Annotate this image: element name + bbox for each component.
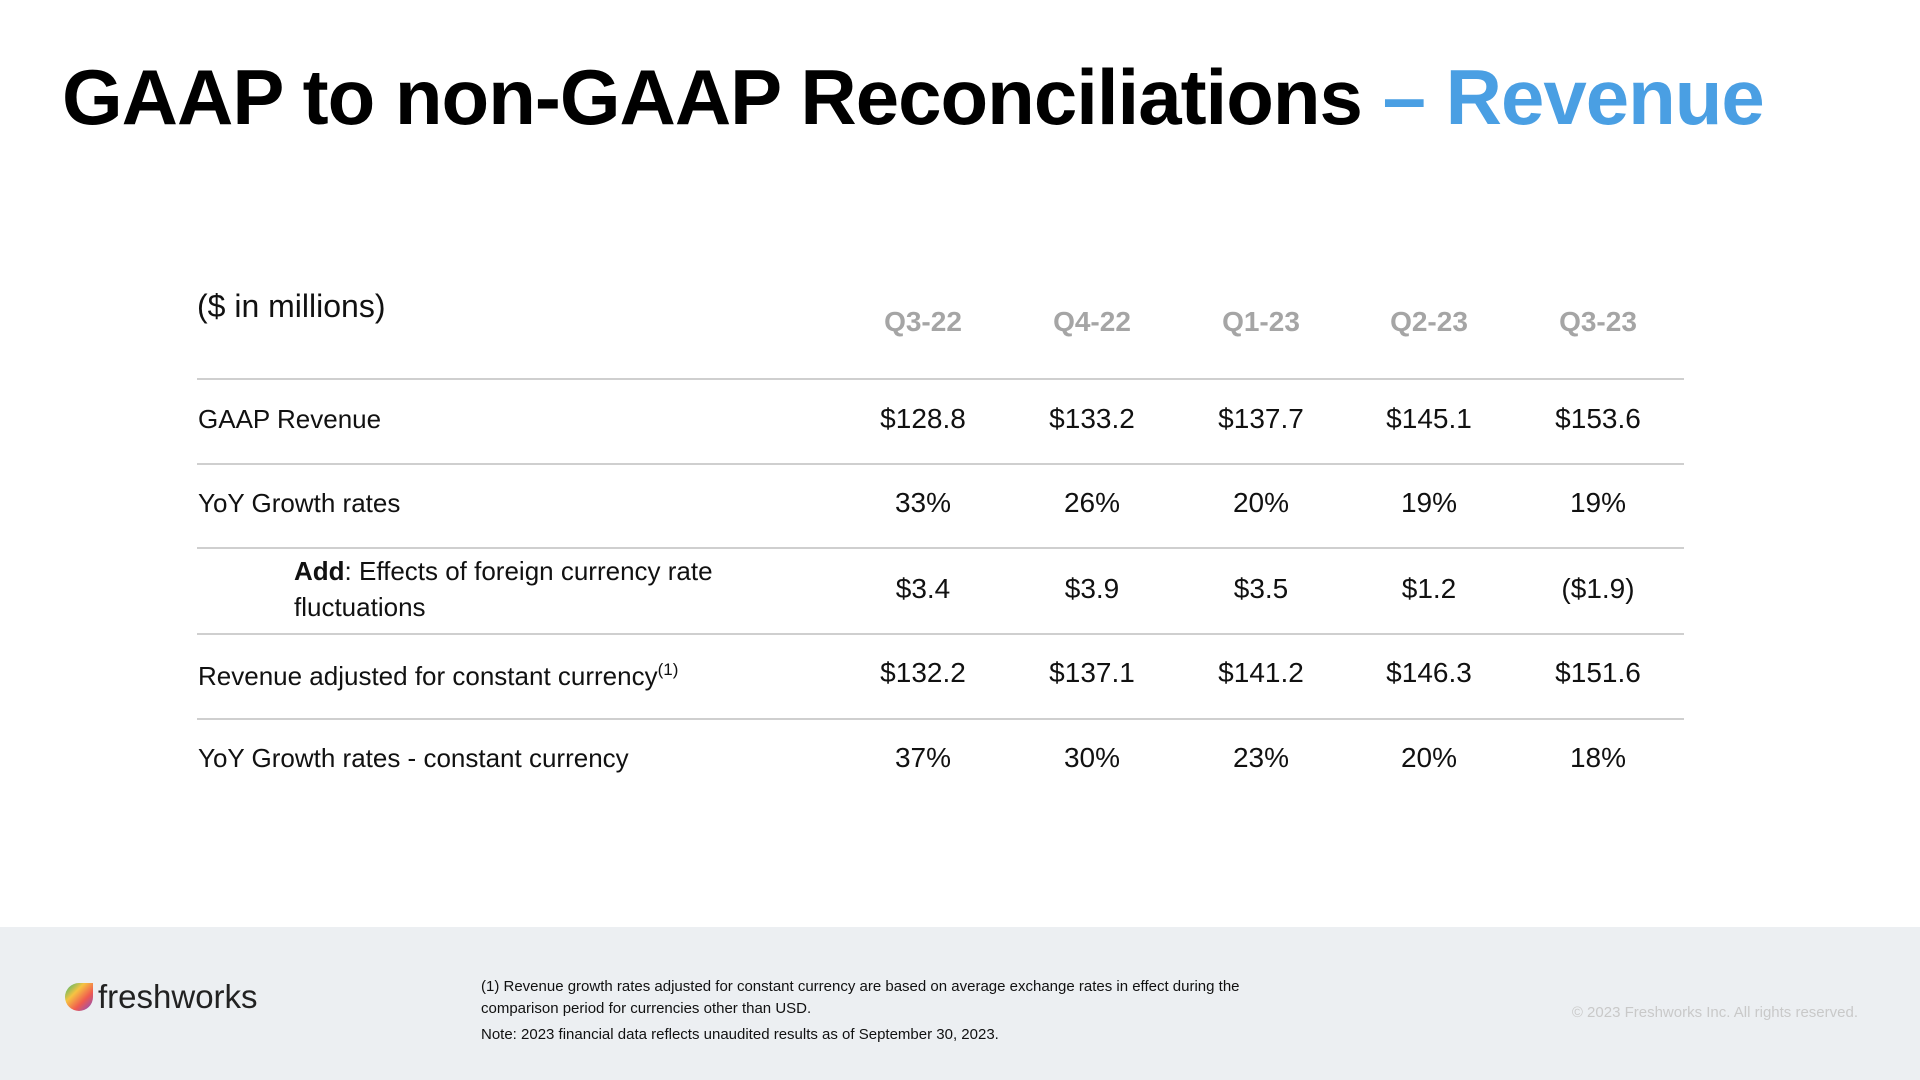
cell: 30% [1063, 742, 1121, 773]
unit-label: ($ in millions) [197, 288, 386, 324]
row-rule [197, 718, 1684, 720]
row-rule [197, 547, 1684, 549]
title: GAAP to non-GAAP Reconciliations – Reven… [62, 52, 1765, 143]
cell: 33% [894, 487, 952, 518]
title-main: GAAP to non-GAAP Reconciliations [62, 53, 1363, 141]
cell: 19% [1400, 487, 1458, 518]
cell: $133.2 [1049, 403, 1135, 434]
cell: 37% [894, 742, 952, 773]
column-header: Q3-23 [1559, 306, 1637, 337]
row-rule [197, 463, 1684, 465]
row-label-text: YoY Growth rates [198, 488, 401, 518]
row-label: YoY Growth rates - constant currency [198, 740, 629, 776]
cell: $3.9 [1064, 573, 1120, 604]
copyright: © 2023 Freshworks Inc. All rights reserv… [1571, 1004, 1858, 1021]
row-label-text: : Effects of foreign currency rate fluct… [294, 556, 713, 622]
cell: $1.2 [1401, 573, 1457, 604]
cell: $151.6 [1555, 657, 1641, 688]
cell: 18% [1569, 742, 1627, 773]
cell: $3.5 [1233, 573, 1289, 604]
footnote: (1) Revenue growth rates adjusted for co… [481, 978, 1240, 1017]
column-header: Q4-22 [1053, 306, 1131, 337]
cell: $141.2 [1218, 657, 1304, 688]
cell: $132.2 [880, 657, 966, 688]
row-label: Add: Effects of foreign currency rate fl… [294, 553, 714, 625]
cell: 26% [1063, 487, 1121, 518]
cell: $128.8 [880, 403, 966, 434]
cell: 20% [1232, 487, 1290, 518]
row-label-superscript: (1) [657, 660, 679, 680]
cell: 20% [1400, 742, 1458, 773]
logo-icon [65, 983, 93, 1011]
row-label-text: Revenue adjusted for constant currency [198, 660, 658, 691]
cell: $137.1 [1049, 657, 1135, 688]
row-label-bold: Add [294, 556, 345, 586]
row-rule [197, 633, 1684, 635]
cell: ($1.9) [1561, 573, 1635, 604]
column-header: Q1-23 [1222, 306, 1300, 337]
cell: $3.4 [895, 573, 951, 604]
logo-text: freshworks [98, 978, 258, 1015]
cell: 19% [1569, 487, 1627, 518]
cell: $137.7 [1218, 403, 1304, 434]
row-label: YoY Growth rates [198, 485, 400, 521]
cell: $145.1 [1386, 403, 1472, 434]
column-header: Q2-23 [1390, 306, 1468, 337]
row-rule [197, 378, 1684, 380]
row-label: GAAP Revenue [198, 401, 381, 437]
row-label-text: GAAP Revenue [198, 404, 382, 434]
cell: $153.6 [1555, 403, 1641, 434]
cell: $146.3 [1386, 657, 1472, 688]
cell: 23% [1232, 742, 1290, 773]
row-label-text: YoY Growth rates - constant currency [198, 743, 629, 773]
footer [0, 927, 1920, 1080]
logo: freshworks [62, 978, 258, 1016]
title-accent: – Revenue [1382, 53, 1765, 141]
note: Note: 2023 financial data reflects unaud… [481, 1026, 999, 1043]
row-label: Revenue adjusted for constant currency(1… [198, 652, 678, 694]
column-header: Q3-22 [884, 306, 962, 337]
